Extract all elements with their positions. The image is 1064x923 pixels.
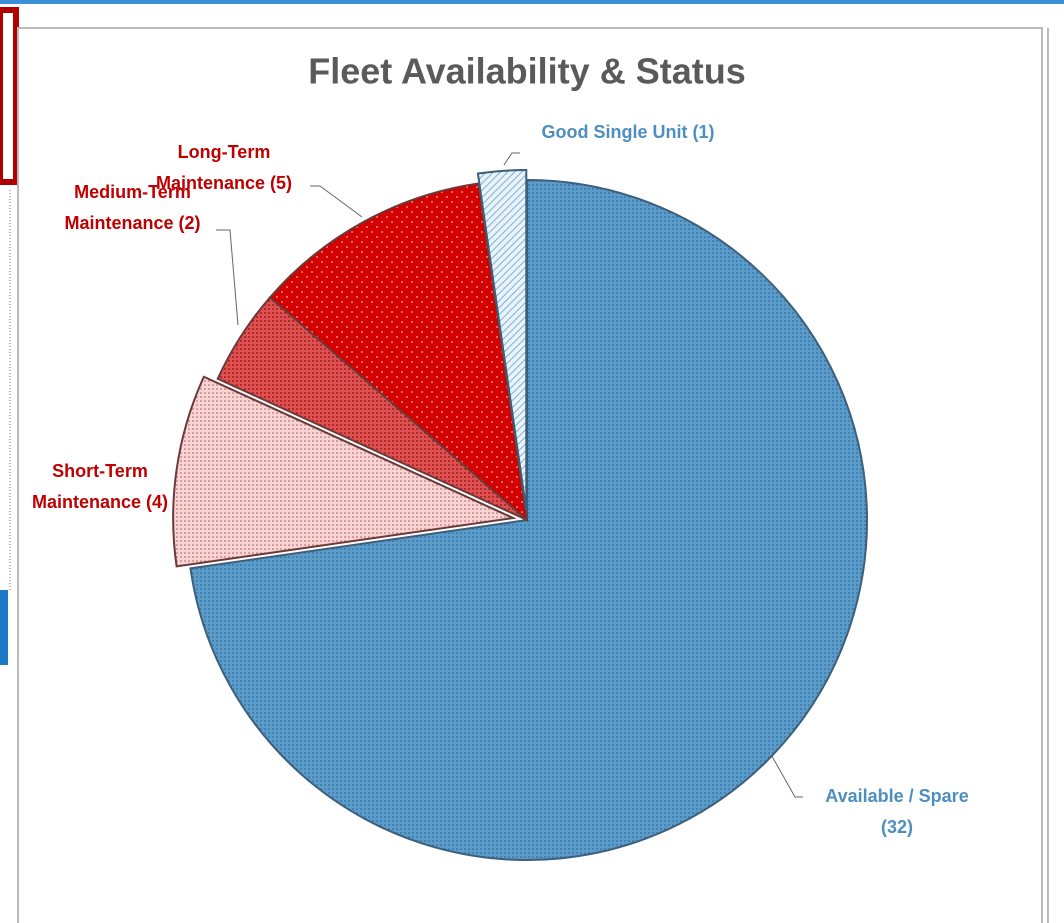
selection-box [0, 7, 19, 185]
top-border [0, 0, 1064, 4]
category: Good Single Unit [541, 122, 688, 142]
value-label: (32) [880, 817, 913, 837]
value-label: (4) [146, 492, 169, 512]
pie-slice [189, 178, 868, 861]
slice-label: Available / Spare (32) [807, 781, 987, 843]
value-label: (2) [178, 213, 201, 233]
pie-slice [476, 169, 528, 511]
category: Medium-Term Maintenance [64, 182, 191, 233]
side-tab [0, 590, 8, 665]
value-label: (1) [692, 122, 715, 142]
slice-label: Short-Term Maintenance (4) [5, 456, 195, 518]
value-label: (5) [270, 173, 293, 193]
category: Long-Term Maintenance [155, 142, 271, 193]
pie-slice [172, 375, 517, 568]
slice-label: Long-Term Maintenance (5) [138, 137, 310, 199]
slice-label: Medium-Term Maintenance (2) [40, 177, 225, 239]
category: Short-Term Maintenance [31, 461, 148, 512]
category: Available / Spare [825, 786, 969, 806]
pie-slice [268, 182, 529, 523]
slice-label: Good Single Unit (1) [498, 117, 758, 148]
chart-title: Fleet Availability & Status [308, 51, 745, 92]
